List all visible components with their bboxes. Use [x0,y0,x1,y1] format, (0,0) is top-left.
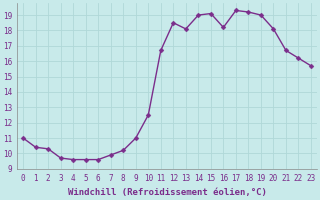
X-axis label: Windchill (Refroidissement éolien,°C): Windchill (Refroidissement éolien,°C) [68,188,267,197]
